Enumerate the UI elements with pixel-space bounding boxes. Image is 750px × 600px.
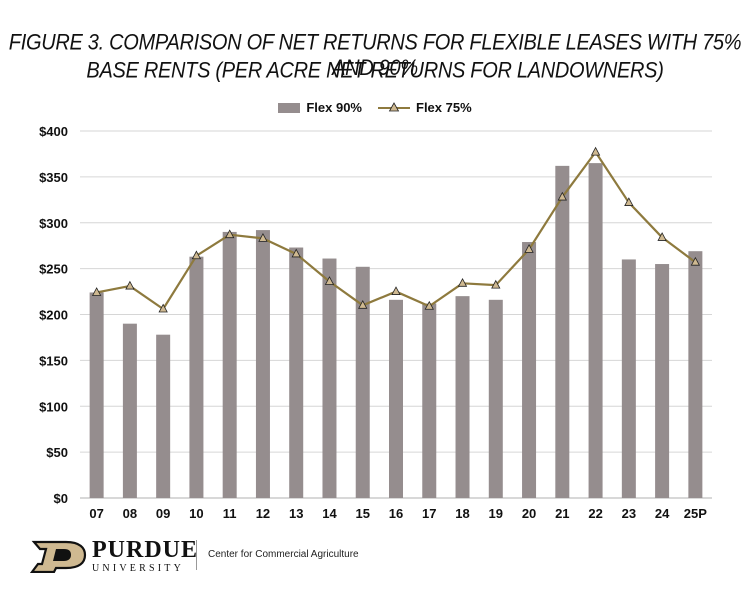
point-flex75: [524, 244, 534, 253]
y-tick-label: $50: [46, 445, 68, 460]
footer-divider: [196, 540, 197, 570]
bar-flex90: [355, 266, 370, 498]
point-flex75: [590, 146, 601, 156]
point-flex75: [91, 287, 102, 296]
y-tick-label: $250: [39, 262, 68, 277]
x-tick-label: 12: [256, 506, 270, 521]
y-tick-label: $150: [39, 353, 68, 368]
x-tick-label: 11: [223, 506, 237, 521]
point-flex75: [557, 191, 567, 201]
bar-flex90: [621, 259, 636, 498]
legend-label-flex75: Flex 75%: [416, 100, 472, 115]
bar-flex90: [289, 247, 304, 498]
legend-line-swatch: [378, 101, 410, 111]
bar-flex90: [255, 230, 270, 498]
y-tick-label: $100: [39, 399, 68, 414]
university-wordmark: UNIVERSITY: [92, 563, 184, 574]
point-flex75: [624, 197, 634, 206]
y-tick-label: $0: [54, 491, 68, 506]
bar-flex90: [522, 242, 537, 498]
point-flex75: [291, 248, 301, 258]
center-name: Center for Commercial Agriculture: [208, 549, 359, 560]
x-tick-label: 24: [655, 506, 670, 521]
x-tick-label: 16: [389, 506, 403, 521]
x-tick-label: 17: [422, 506, 436, 521]
bar-flex90: [455, 296, 470, 498]
point-flex75: [158, 303, 168, 313]
bar-flex90: [189, 256, 204, 498]
bar-flex90: [422, 303, 437, 498]
bar-flex90: [588, 163, 603, 499]
point-flex75: [457, 277, 468, 287]
line-flex75: [96, 151, 697, 311]
x-tick-label: 20: [522, 506, 536, 521]
y-tick-label: $300: [39, 216, 68, 231]
point-flex75: [358, 299, 368, 309]
legend-item-flex75: Flex 75%: [378, 100, 472, 115]
x-tick-label: 13: [289, 506, 303, 521]
bar-flex90: [488, 299, 503, 498]
y-tick-label: $200: [39, 308, 68, 323]
legend-item-flex90: Flex 90%: [278, 100, 362, 115]
point-flex75: [391, 286, 401, 295]
x-tick-label: 18: [455, 506, 469, 521]
y-tick-label: $400: [39, 124, 68, 139]
chart-title-line2: BASE RENTS (PER ACRE NET RETURNS FOR LAN…: [86, 58, 664, 84]
legend-label-flex90: Flex 90%: [306, 100, 362, 115]
bar-flex90: [655, 264, 670, 498]
bar-flex90: [222, 231, 237, 499]
x-tick-label: 10: [189, 506, 203, 521]
point-flex75: [657, 232, 667, 241]
point-flex75: [191, 250, 202, 260]
x-tick-label: 23: [622, 506, 636, 521]
purdue-logo: PURDUE UNIVERSITY: [30, 538, 198, 574]
x-tick-label: 15: [356, 506, 370, 521]
bar-flex90: [555, 165, 570, 499]
x-tick-label: 08: [123, 506, 137, 521]
x-tick-label: 07: [89, 506, 103, 521]
bar-flex90: [89, 292, 104, 498]
legend: Flex 90% Flex 75%: [0, 100, 750, 115]
x-tick-label: 21: [555, 506, 569, 521]
legend-bar-swatch: [278, 102, 301, 113]
x-tick-label: 22: [588, 506, 602, 521]
purdue-wordmark: PURDUE: [92, 537, 198, 563]
x-tick-label: 14: [322, 506, 337, 521]
purdue-p-icon: [30, 540, 87, 573]
x-tick-label: 25P: [684, 506, 707, 521]
bar-flex90: [688, 251, 703, 498]
point-flex75: [491, 279, 501, 289]
bar-flex90: [389, 299, 403, 498]
point-flex75: [258, 232, 268, 242]
point-flex75: [225, 229, 235, 239]
x-tick-label: 09: [156, 506, 170, 521]
bar-flex90: [156, 334, 171, 498]
bar-flex90: [122, 323, 137, 498]
point-flex75: [125, 280, 135, 290]
point-flex75: [690, 256, 701, 266]
point-flex75: [424, 300, 434, 310]
point-flex75: [324, 276, 335, 285]
x-tick-label: 19: [489, 506, 503, 521]
bar-flex90: [322, 258, 337, 498]
y-tick-label: $350: [39, 170, 68, 185]
chart-title-line1: FIGURE 3. COMPARISON OF NET RETURNS FOR …: [8, 30, 742, 81]
